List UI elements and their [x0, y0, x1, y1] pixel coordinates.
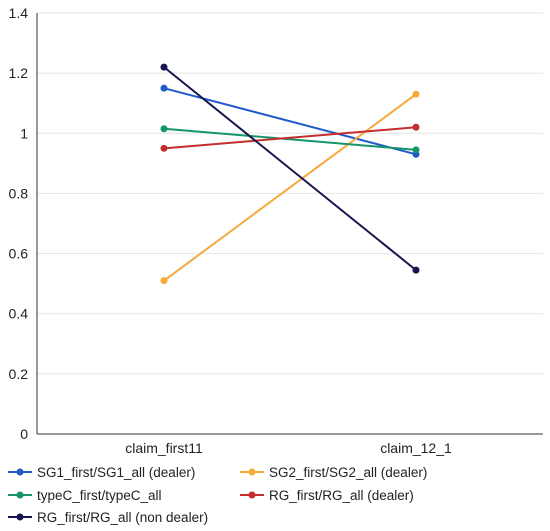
data-point [160, 125, 168, 133]
series-line [163, 66, 417, 271]
data-point [160, 144, 168, 152]
data-point [412, 123, 420, 131]
series-lines [160, 63, 420, 285]
series-line [163, 87, 417, 156]
data-point [160, 63, 168, 71]
legend-marker [16, 468, 24, 476]
y-tick-label: 1 [20, 125, 28, 141]
legend-label: RG_first/RG_all (dealer) [269, 488, 414, 503]
gridlines [37, 12, 543, 375]
legend-item: SG2_first/SG2_all (dealer) [240, 465, 427, 480]
legend-label: SG1_first/SG1_all (dealer) [37, 465, 195, 480]
y-tick-label: 0.4 [9, 306, 29, 322]
series-4 [160, 63, 420, 274]
series-line [163, 93, 417, 282]
data-point [160, 84, 168, 92]
series-line [163, 127, 417, 151]
y-tick-label: 0 [20, 426, 28, 442]
legend-item: RG_first/RG_all (dealer) [240, 488, 414, 503]
legend-marker [16, 513, 24, 521]
y-tick-label: 0.8 [9, 185, 29, 201]
legend-label: typeC_first/typeC_all [37, 488, 162, 503]
x-tick-label: claim_first11 [125, 440, 203, 456]
legend-marker [16, 491, 24, 499]
series-1 [160, 90, 420, 285]
legend-label: SG2_first/SG2_all (dealer) [269, 465, 427, 480]
series-3 [160, 123, 420, 152]
legend-label: RG_first/RG_all (non dealer) [37, 510, 208, 525]
y-tick-label: 0.2 [9, 366, 29, 382]
series-2 [160, 125, 420, 154]
data-point [160, 277, 168, 285]
legend-marker [248, 491, 256, 499]
legend: SG1_first/SG1_all (dealer) SG2_first/SG2_… [8, 465, 427, 525]
legend-item: RG_first/RG_all (non dealer) [8, 510, 208, 525]
legend-item: SG1_first/SG1_all (dealer) [8, 465, 195, 480]
series-line [163, 126, 417, 150]
axes: 0 0.2 0.4 0.6 0.8 1 1.2 1.4 claim_first11 claim_1… [9, 5, 543, 456]
y-tick-label: 0.6 [9, 246, 29, 262]
legend-item: typeC_first/typeC_all [8, 488, 162, 503]
legend-marker [248, 468, 256, 476]
y-tick-label: 1.4 [9, 5, 29, 21]
data-point [412, 146, 420, 154]
x-tick-label: claim_12_1 [380, 440, 452, 456]
data-point [412, 266, 420, 274]
data-point [412, 90, 420, 98]
y-tick-label: 1.2 [9, 65, 29, 81]
